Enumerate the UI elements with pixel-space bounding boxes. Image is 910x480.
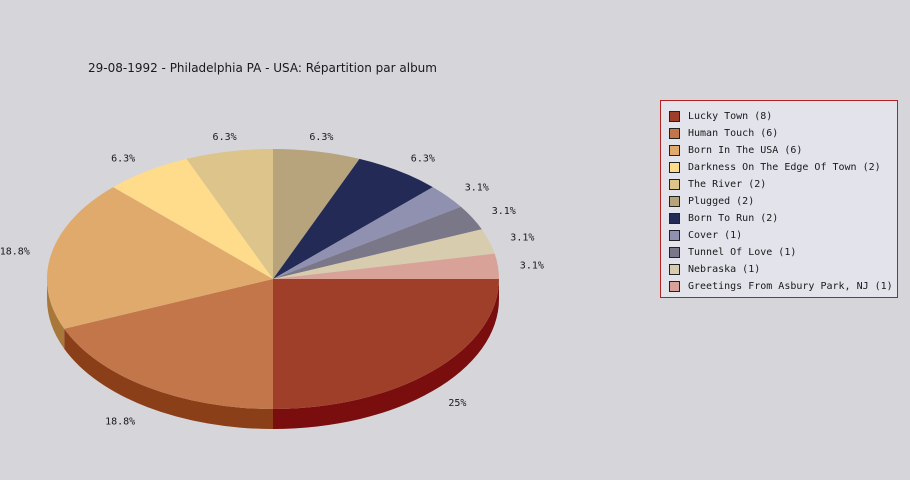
pie-sides [47,279,499,429]
pie-slice-10 [273,253,499,279]
pie-slice-1 [64,279,274,409]
chart-title: 29-08-1992 - Philadelphia PA - USA: Répa… [88,61,437,75]
pie-label-0: 25% [448,398,466,409]
pie-label-2: 18.8% [0,247,30,258]
legend-swatch-4 [669,179,680,190]
legend-item-10: Greetings From Asbury Park, NJ (1) [669,278,897,295]
legend-item-5: Plugged (2) [669,193,897,210]
legend-item-8: Tunnel Of Love (1) [669,244,897,261]
pie-label-10: 3.1% [520,261,544,272]
pie-slice-9 [273,229,495,279]
pie-side-0 [273,279,499,429]
legend-swatch-9 [669,264,680,275]
pie-slice-6 [273,158,433,279]
pie-slice-2 [47,187,274,329]
legend-label-9: Nebraska (1) [688,264,761,275]
legend-label-10: Greetings From Asbury Park, NJ (1) [688,281,893,292]
pie-slice-8 [273,206,482,279]
pie-label-8: 3.1% [492,206,516,217]
legend-swatch-5 [669,196,680,207]
pie-slice-0 [273,279,499,409]
legend-swatch-2 [669,145,680,156]
pie-slice-5 [273,149,360,279]
legend-label-2: Born In The USA (6) [688,145,803,156]
legend-item-9: Nebraska (1) [669,261,897,278]
legend-swatch-3 [669,162,680,173]
legend-item-2: Born In The USA (6) [669,142,897,159]
pie-slice-4 [186,149,273,279]
legend-item-1: Human Touch (6) [669,125,897,142]
pie-label-9: 3.1% [510,233,534,244]
pie-label-6: 6.3% [411,154,435,165]
chart-legend: Lucky Town (8) Human Touch (6) Born In The… [660,100,898,298]
legend-label-6: Born To Run (2) [688,213,779,224]
pie-label-5: 6.3% [309,132,333,143]
pie-side-2 [47,279,65,349]
legend-label-1: Human Touch (6) [688,128,779,139]
legend-swatch-7 [669,230,680,241]
pie-label-4: 6.3% [213,132,237,143]
legend-label-3: Darkness On The Edge Of Town (2) [688,162,881,173]
pie-slice-7 [273,187,461,279]
legend-swatch-6 [669,213,680,224]
legend-label-4: The River (2) [688,179,767,190]
legend-item-0: Lucky Town (8) [669,108,897,125]
pie-labels: 25% 18.8% 18.8% 6.3% 6.3% 6.3% 6.3% 3.1% 3.1% 3.1… [0,132,544,428]
legend-item-4: The River (2) [669,176,897,193]
legend-item-3: Darkness On The Edge Of Town (2) [669,159,897,176]
legend-item-6: Born To Run (2) [669,210,897,227]
pie-label-3: 6.3% [111,154,135,165]
legend-label-7: Cover (1) [688,230,743,241]
pie-label-7: 3.1% [465,182,489,193]
legend-swatch-0 [669,111,680,122]
legend-swatch-8 [669,247,680,258]
pie-slice-3 [113,158,273,279]
pie-side-1 [64,328,274,429]
legend-label-0: Lucky Town (8) [688,111,773,122]
legend-label-5: Plugged (2) [688,196,755,207]
pie-label-1: 18.8% [105,416,135,427]
legend-item-7: Cover (1) [669,227,897,244]
legend-label-8: Tunnel Of Love (1) [688,247,797,258]
legend-swatch-1 [669,128,680,139]
pie-top [47,149,499,409]
legend-swatch-10 [669,281,680,292]
